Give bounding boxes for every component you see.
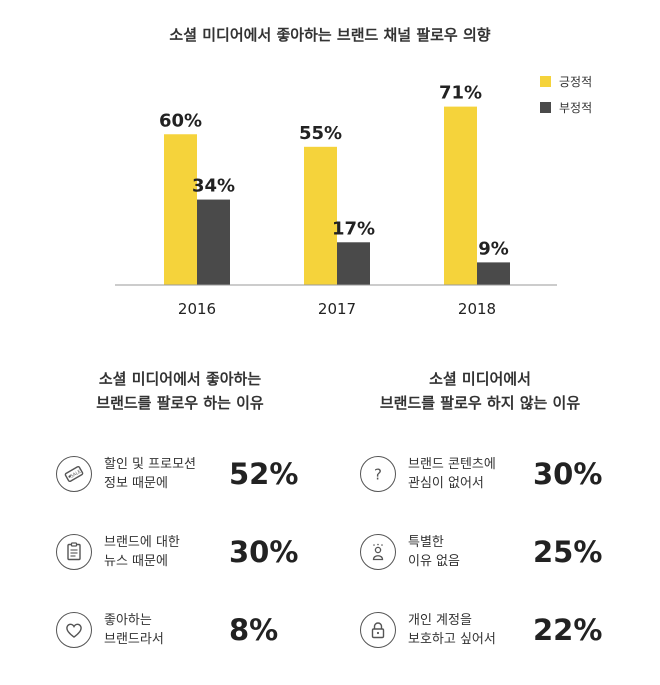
not-follow-reasons-title-line-2: 브랜드를 팔로우 하지 않는 이유: [379, 394, 581, 412]
padlock-icon: [360, 612, 396, 648]
data-label-2018-series-2: 9%: [478, 238, 509, 259]
bar-2016-series-2: [197, 199, 230, 285]
follow-reason-liked-brand-percent: 8%: [229, 613, 279, 647]
follow-reasons-title-line-2: 브랜드를 팔로우 하는 이유: [96, 394, 264, 412]
legend-item-positive: 긍정적: [540, 72, 592, 90]
follow-reasons-title: 소셜 미디어에서 좋아하는 브랜드를 팔로우 하는 이유: [30, 367, 330, 415]
bar-2017-series-2: [337, 242, 370, 285]
legend-label-positive: 긍정적: [559, 74, 593, 89]
follow-reason-sale-percent: 52%: [229, 457, 299, 491]
not-follow-reasons-title-line-1: 소셜 미디어에서: [429, 370, 531, 388]
not-follow-reasons-title: 소셜 미디어에서 브랜드를 팔로우 하지 않는 이유: [330, 367, 630, 415]
data-label-2017-series-1: 55%: [299, 123, 342, 144]
legend-label-negative: 부정적: [559, 100, 593, 115]
legend-item-negative: 부정적: [540, 98, 592, 116]
bar-2018-series-1: [444, 106, 477, 285]
x-tick-label-2016: 2016: [178, 300, 216, 318]
question-mark-icon: ?: [360, 456, 396, 492]
follow-reason-sale-label: 할인 및 프로모션 정보 때문에: [104, 457, 196, 491]
news-document-icon: [56, 534, 92, 570]
person-icon: [360, 534, 396, 570]
follow-reason-news: 브랜드에 대한 뉴스 때문에 30%: [56, 527, 298, 577]
legend-swatch-negative: [540, 101, 551, 113]
follow-reason-liked-brand-label: 좋아하는 브랜드라서: [104, 613, 164, 647]
bar-chart: 60% 34% 2016 55% 17% 2017 71% 9% 2018: [115, 83, 557, 318]
svg-text:SALE: SALE: [69, 469, 82, 480]
chart-title: 소셜 미디어에서 좋아하는 브랜드 채널 팔로우 의향: [169, 26, 491, 44]
not-follow-reason-privacy-label: 개인 계정을 보호하고 싶어서: [408, 613, 496, 647]
follow-reason-news-label: 브랜드에 대한 뉴스 때문에: [104, 535, 180, 569]
bar-2016-series-1: [164, 134, 197, 285]
follow-reason-liked-brand: 좋아하는 브랜드라서 8%: [56, 605, 278, 655]
bar-2018-series-2: [477, 262, 510, 285]
not-follow-reason-no-reason: 특별한 이유 없음 25%: [360, 527, 602, 577]
heart-icon: [56, 612, 92, 648]
legend-swatch-positive: [540, 75, 551, 87]
follow-reason-sale: SALE 할인 및 프로모션 정보 때문에 52%: [56, 449, 298, 499]
svg-text:?: ?: [374, 466, 382, 484]
chart-legend: 긍정적 부정적: [540, 72, 592, 124]
data-label-2018-series-1: 71%: [439, 83, 482, 104]
not-follow-reason-no-interest-percent: 30%: [533, 457, 603, 491]
not-follow-reason-no-interest: ? 브랜드 콘텐츠에 관심이 없어서 30%: [360, 449, 602, 499]
follow-reasons-title-line-1: 소셜 미디어에서 좋아하는: [98, 370, 262, 388]
not-follow-reason-no-reason-percent: 25%: [533, 535, 603, 569]
follow-reason-news-percent: 30%: [229, 535, 299, 569]
not-follow-reason-no-interest-label: 브랜드 콘텐츠에 관심이 없어서: [408, 457, 496, 491]
x-tick-label-2018: 2018: [458, 300, 496, 318]
bar-2017-series-1: [304, 146, 337, 285]
x-tick-label-2017: 2017: [318, 300, 356, 318]
sale-tag-icon: SALE: [56, 456, 92, 492]
data-label-2016-series-2: 34%: [192, 176, 235, 197]
not-follow-reason-privacy-percent: 22%: [533, 613, 603, 647]
data-label-2017-series-2: 17%: [332, 218, 375, 239]
not-follow-reason-privacy: 개인 계정을 보호하고 싶어서 22%: [360, 605, 602, 655]
not-follow-reason-no-reason-label: 특별한 이유 없음: [408, 535, 460, 569]
data-label-2016-series-1: 60%: [159, 110, 202, 131]
